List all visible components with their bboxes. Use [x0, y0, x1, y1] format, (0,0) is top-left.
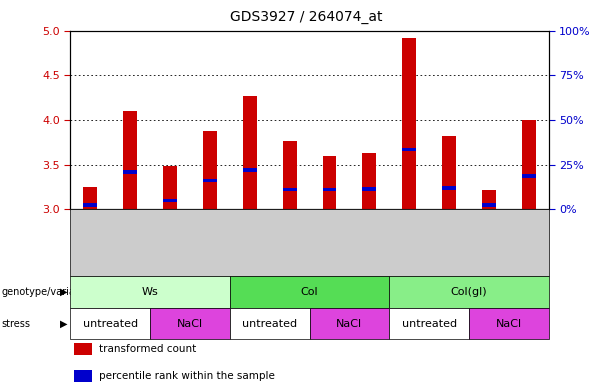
Bar [163, 166, 177, 209]
Bar [283, 188, 297, 192]
Bar [243, 96, 257, 209]
Text: Col: Col [301, 287, 318, 297]
Bar [283, 141, 297, 209]
Bar [522, 174, 536, 178]
Text: NaCl: NaCl [496, 319, 522, 329]
Text: ▶: ▶ [60, 319, 67, 329]
Bar [123, 170, 137, 174]
Bar [482, 190, 496, 209]
Bar [362, 153, 376, 209]
Bar [362, 187, 376, 190]
Text: Col(gl): Col(gl) [451, 287, 487, 297]
Text: ▶: ▶ [60, 287, 67, 297]
Text: stress: stress [1, 319, 30, 329]
Text: untreated: untreated [242, 319, 297, 329]
Bar [482, 203, 496, 207]
Text: transformed count: transformed count [99, 344, 197, 354]
Bar [83, 203, 97, 207]
Bar [322, 188, 337, 192]
Bar [402, 148, 416, 151]
Text: GDS3927 / 264074_at: GDS3927 / 264074_at [230, 10, 383, 23]
Bar [442, 186, 456, 190]
Bar [402, 38, 416, 209]
Bar [442, 136, 456, 209]
Text: untreated: untreated [402, 319, 457, 329]
Bar [203, 179, 217, 182]
Bar [522, 120, 536, 209]
Text: Ws: Ws [142, 287, 159, 297]
Bar [163, 199, 177, 202]
Bar [243, 168, 257, 172]
Text: percentile rank within the sample: percentile rank within the sample [99, 371, 275, 381]
Text: untreated: untreated [83, 319, 138, 329]
Text: genotype/variation: genotype/variation [1, 287, 94, 297]
Bar [123, 111, 137, 209]
Text: NaCl: NaCl [337, 319, 362, 329]
Bar [322, 156, 337, 209]
Bar [203, 131, 217, 209]
Text: NaCl: NaCl [177, 319, 203, 329]
Bar [83, 187, 97, 209]
